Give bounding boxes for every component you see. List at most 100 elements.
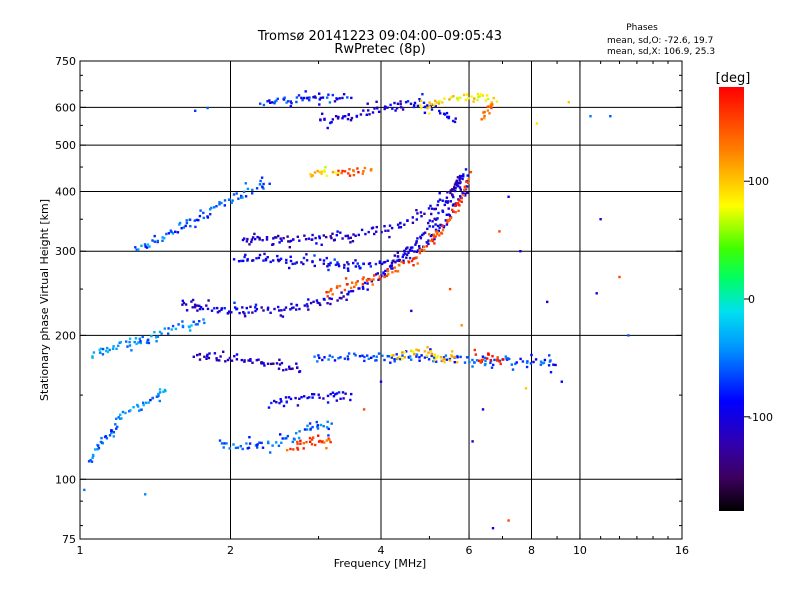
data-point: [303, 395, 306, 398]
data-point: [226, 358, 230, 362]
data-point: [99, 347, 103, 350]
data-point: [280, 361, 284, 365]
data-point: [307, 308, 310, 311]
data-point: [567, 101, 570, 104]
data-point: [473, 361, 476, 364]
data-point: [393, 254, 396, 257]
data-point: [269, 101, 272, 104]
data-point: [441, 229, 445, 232]
data-point: [329, 392, 332, 396]
data-point: [189, 329, 192, 332]
data-point: [372, 278, 375, 281]
data-point: [189, 225, 192, 228]
data-point: [480, 118, 483, 121]
data-point: [277, 305, 280, 309]
data-point: [383, 358, 386, 362]
data-point: [278, 401, 281, 405]
data-point: [342, 93, 346, 96]
data-point: [146, 243, 150, 246]
data-point: [373, 232, 376, 236]
data-point: [429, 239, 432, 243]
data-point: [441, 210, 445, 213]
data-point: [165, 232, 168, 236]
data-point: [462, 192, 466, 195]
data-point: [312, 393, 316, 396]
data-point: [413, 257, 416, 260]
data-point: [345, 298, 348, 301]
data-point: [251, 361, 254, 364]
data-point: [222, 446, 225, 449]
data-point: [357, 265, 361, 268]
data-point: [390, 226, 394, 230]
data-point: [484, 99, 487, 102]
data-point: [427, 242, 430, 246]
data-point: [150, 334, 153, 338]
data-point: [256, 443, 259, 446]
data-point: [416, 237, 419, 240]
data-point: [277, 234, 280, 238]
data-point: [234, 446, 238, 450]
data-point: [318, 103, 321, 106]
data-point: [445, 111, 449, 115]
data-point: [483, 117, 486, 120]
data-point: [355, 114, 359, 118]
data-point: [362, 262, 365, 265]
data-point: [396, 102, 400, 105]
data-point: [134, 246, 137, 249]
y-tick-label: 100: [55, 473, 76, 486]
data-point: [178, 221, 182, 225]
data-point: [309, 440, 312, 443]
data-point: [490, 366, 494, 369]
data-point: [481, 408, 485, 411]
data-point: [306, 396, 309, 400]
data-point: [91, 356, 94, 359]
data-point: [180, 227, 183, 230]
data-point: [412, 105, 416, 109]
data-point: [272, 259, 275, 262]
data-point: [170, 230, 173, 234]
data-point: [313, 254, 316, 257]
data-point: [483, 363, 487, 367]
data-point: [206, 106, 209, 110]
data-point: [297, 94, 301, 97]
data-point: [405, 253, 409, 256]
data-point: [415, 241, 418, 244]
data-point: [121, 410, 125, 414]
data-point: [271, 444, 274, 447]
data-point: [283, 308, 286, 311]
data-point: [223, 307, 226, 310]
data-point: [430, 352, 433, 356]
data-point: [309, 427, 312, 430]
x-tick-label: 1: [77, 544, 84, 557]
data-point: [286, 449, 289, 452]
data-point: [589, 115, 592, 118]
data-point: [285, 368, 288, 371]
data-point: [94, 448, 97, 451]
data-point: [351, 281, 354, 284]
data-point: [436, 355, 439, 358]
data-point: [181, 303, 184, 306]
data-point: [458, 177, 462, 180]
data-point: [305, 259, 309, 262]
data-point: [441, 359, 444, 362]
data-point: [384, 106, 387, 109]
data-point: [455, 179, 458, 182]
chart-title: Tromsø 20141223 09:04:00–09:05:43: [257, 29, 502, 44]
data-point: [447, 115, 451, 119]
data-point: [247, 311, 250, 314]
data-point: [282, 237, 285, 240]
data-point: [472, 100, 475, 103]
y-tick-label: 600: [55, 101, 76, 114]
data-point: [354, 354, 357, 357]
data-point: [281, 437, 284, 440]
data-point: [364, 232, 367, 236]
data-point: [243, 315, 247, 318]
data-point: [145, 401, 148, 404]
x-axis: 1 2 4 6 8 10 16: [77, 61, 689, 557]
data-point: [105, 349, 108, 353]
x-tick-label: 8: [528, 544, 535, 557]
data-point: [302, 442, 305, 445]
data-point: [266, 100, 269, 103]
data-point: [302, 262, 305, 266]
data-point: [429, 104, 432, 107]
